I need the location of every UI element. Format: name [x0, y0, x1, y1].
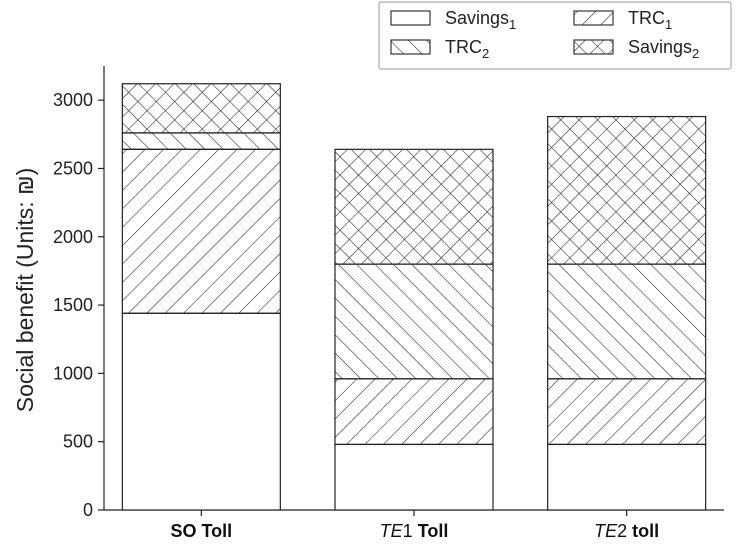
y-tick-label: 0	[83, 500, 93, 520]
legend-label: Savings2	[628, 37, 699, 61]
x-axis-ticks: SO Toll TE1 Toll TE2 toll	[170, 510, 659, 541]
bar-segment-trc1	[334, 378, 494, 446]
legend: Savings1 TRC2 TRC1 Savings2	[378, 1, 732, 70]
bar-segment-savings1	[334, 443, 494, 511]
legend-swatch	[390, 10, 431, 26]
legend-frame	[378, 1, 732, 70]
legend-label: TRC2	[445, 37, 489, 61]
legend-label: Savings1	[445, 8, 516, 32]
bar-stacks	[121, 83, 707, 511]
bar-segment-savings2	[121, 83, 281, 134]
bar-segment-trc2	[121, 132, 281, 150]
x-tick-label: TE1 Toll	[380, 521, 449, 541]
y-tick-label: 500	[63, 432, 93, 452]
bar-segment-trc2	[334, 263, 494, 380]
y-axis-label: Social benefit (Units: ₪)	[12, 168, 38, 413]
legend-label: TRC1	[628, 8, 672, 32]
y-tick-label: 3000	[53, 90, 93, 110]
y-axis-ticks: 0 500 1000 1500 2000 2500 3000	[53, 90, 104, 520]
bar-segment-trc2	[547, 263, 707, 380]
legend-swatch	[390, 39, 431, 55]
bar-segment-savings1	[547, 443, 707, 511]
y-tick-label: 2000	[53, 227, 93, 247]
bar-segment-trc1	[121, 148, 281, 314]
bar-segment-savings2	[334, 148, 494, 265]
bar-segment-savings2	[547, 115, 707, 265]
y-tick-label: 1500	[53, 295, 93, 315]
legend-swatch	[573, 39, 614, 55]
legend-swatch	[573, 10, 614, 26]
y-tick-label: 1000	[53, 363, 93, 383]
bar-segment-savings1	[121, 312, 281, 511]
x-tick-label: SO Toll	[170, 521, 232, 541]
y-tick-label: 2500	[53, 158, 93, 178]
bar-segment-trc1	[547, 378, 707, 446]
x-tick-label: TE2 toll	[594, 521, 659, 541]
